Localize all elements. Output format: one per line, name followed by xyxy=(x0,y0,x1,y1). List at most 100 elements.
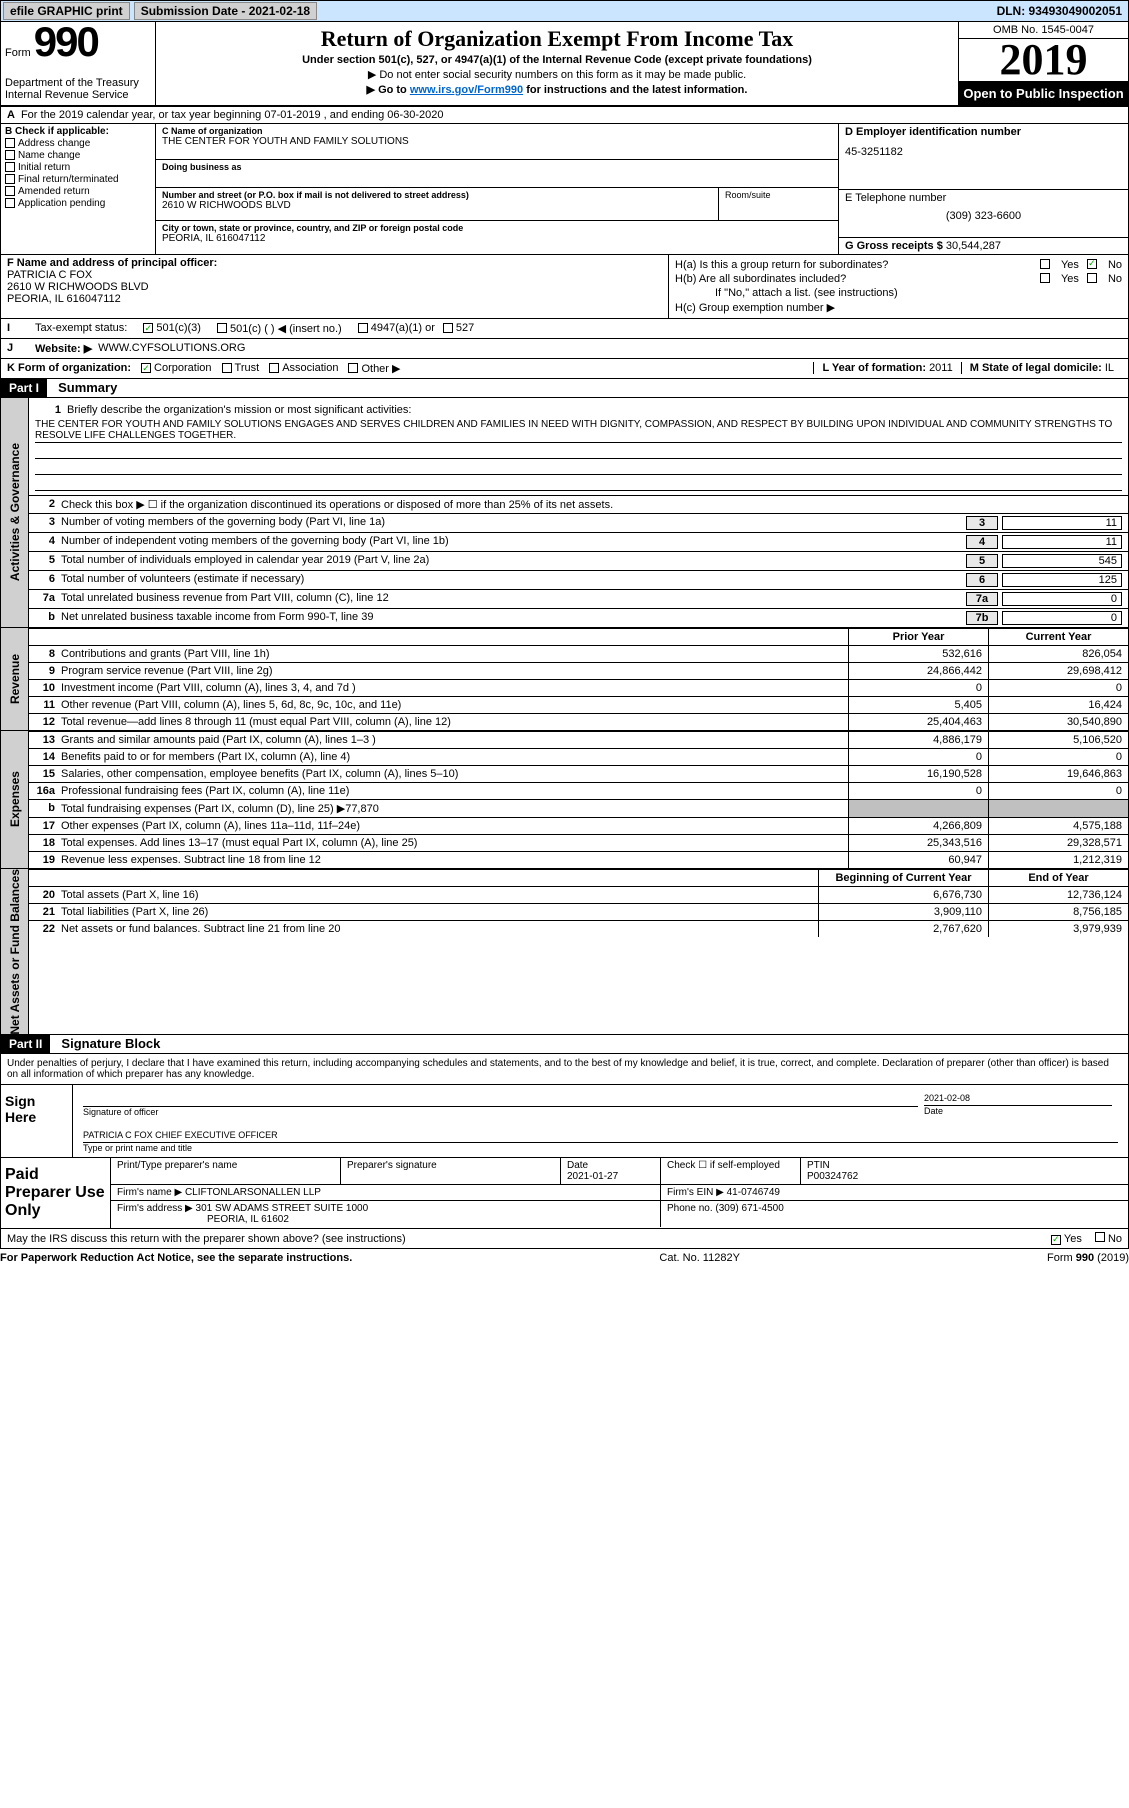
chk-address[interactable] xyxy=(5,138,15,148)
fin-row: 9Program service revenue (Part VIII, lin… xyxy=(29,662,1128,679)
fin-text: Grants and similar amounts paid (Part IX… xyxy=(61,734,376,746)
fin-text: Revenue less expenses. Subtract line 18 … xyxy=(61,854,321,866)
goto-pre: ▶ Go to xyxy=(367,84,410,96)
hb-yes[interactable] xyxy=(1040,273,1050,283)
firm-addr1: 301 SW ADAMS STREET SUITE 1000 xyxy=(196,1203,369,1214)
sign-here-label: Sign Here xyxy=(1,1085,73,1157)
fin-py: 0 xyxy=(848,680,988,696)
side-governance-text: Activities & Governance xyxy=(8,443,22,581)
gov-row: 7a Total unrelated business revenue from… xyxy=(29,589,1128,608)
box-i: I Tax-exempt status: 501(c)(3) 501(c) ( … xyxy=(0,319,1129,339)
fin-row: 22Net assets or fund balances. Subtract … xyxy=(29,920,1128,937)
fin-cy: 29,698,412 xyxy=(988,663,1128,679)
fin-cy: 0 xyxy=(988,749,1128,765)
firm-name-label: Firm's name ▶ xyxy=(117,1187,182,1198)
lbl-527: 527 xyxy=(456,322,474,334)
gov-text: Net unrelated business taxable income fr… xyxy=(61,611,962,623)
ha-yes-lbl: Yes xyxy=(1061,259,1079,271)
discuss-yes[interactable] xyxy=(1051,1235,1061,1245)
fin-num: 20 xyxy=(35,889,61,901)
form-number: 990 xyxy=(34,18,98,65)
efile-label: efile GRAPHIC print xyxy=(10,4,123,18)
fin-cy: 19,646,863 xyxy=(988,766,1128,782)
ha-yes[interactable] xyxy=(1040,259,1050,269)
l-label: L Year of formation: xyxy=(822,362,926,374)
fin-py: 4,886,179 xyxy=(848,732,988,748)
chk-amended[interactable] xyxy=(5,186,15,196)
chk-other[interactable] xyxy=(348,363,358,373)
chk-trust[interactable] xyxy=(222,363,232,373)
fin-py: 0 xyxy=(848,749,988,765)
room-label: Room/suite xyxy=(718,188,838,220)
fin-text: Benefits paid to or for members (Part IX… xyxy=(61,751,350,763)
gov-box: 3 xyxy=(966,516,998,530)
lbl-other: Other ▶ xyxy=(361,362,400,375)
lbl-initial: Initial return xyxy=(18,162,70,173)
gov-text: Total unrelated business revenue from Pa… xyxy=(61,592,962,604)
ha-no[interactable] xyxy=(1087,259,1097,269)
hb-no[interactable] xyxy=(1087,273,1097,283)
prep-check-label: Check ☐ if self-employed xyxy=(667,1160,794,1171)
fin-py: 532,616 xyxy=(848,646,988,662)
fin-num: b xyxy=(35,802,61,815)
fin-num: 16a xyxy=(35,785,61,797)
gov-num: 3 xyxy=(35,516,61,528)
gov-num: 5 xyxy=(35,554,61,566)
fin-py xyxy=(848,800,988,817)
gov-num: 4 xyxy=(35,535,61,547)
header-left: Form 990 Department of the Treasury Inte… xyxy=(1,22,156,105)
fin-py: 5,405 xyxy=(848,697,988,713)
main-title: Return of Organization Exempt From Incom… xyxy=(162,26,952,52)
gov-num: 6 xyxy=(35,573,61,585)
fin-cy: 29,328,571 xyxy=(988,835,1128,851)
fin-cy: 8,756,185 xyxy=(988,904,1128,920)
mission-text: THE CENTER FOR YOUTH AND FAMILY SOLUTION… xyxy=(35,418,1122,443)
firm-ein-label: Firm's EIN ▶ xyxy=(667,1187,724,1198)
fin-cy: 16,424 xyxy=(988,697,1128,713)
chk-501c[interactable] xyxy=(217,323,227,333)
chk-501c3[interactable] xyxy=(143,323,153,333)
fin-row: 18Total expenses. Add lines 13–17 (must … xyxy=(29,834,1128,851)
fin-num: 10 xyxy=(35,682,61,694)
chk-assoc[interactable] xyxy=(269,363,279,373)
hdr-end-year: End of Year xyxy=(988,870,1128,886)
dba-label: Doing business as xyxy=(162,162,832,172)
m-label: M State of legal domicile: xyxy=(970,362,1102,374)
discuss-no[interactable] xyxy=(1095,1232,1105,1242)
lbl-501c: 501(c) ( ) ◀ (insert no.) xyxy=(230,322,342,335)
chk-application[interactable] xyxy=(5,198,15,208)
gov-val: 0 xyxy=(1002,611,1122,625)
part1-title: Summary xyxy=(50,380,117,395)
chk-name[interactable] xyxy=(5,150,15,160)
form990-link[interactable]: www.irs.gov/Form990 xyxy=(410,84,523,96)
gov-val: 0 xyxy=(1002,592,1122,606)
chk-initial[interactable] xyxy=(5,162,15,172)
mission-q: Briefly describe the organization's miss… xyxy=(67,404,1116,416)
k-label: K Form of organization: xyxy=(7,362,131,374)
form-ref: Form 990 (2019) xyxy=(1047,1252,1129,1264)
tel-label: E Telephone number xyxy=(845,192,1122,204)
header-middle: Return of Organization Exempt From Incom… xyxy=(156,22,958,105)
subtitle-3: ▶ Go to www.irs.gov/Form990 for instruct… xyxy=(162,83,952,96)
fin-num: 15 xyxy=(35,768,61,780)
lbl-name: Name change xyxy=(18,150,80,161)
org-name: THE CENTER FOR YOUTH AND FAMILY SOLUTION… xyxy=(162,136,832,147)
fin-text: Other revenue (Part VIII, column (A), li… xyxy=(61,699,401,711)
sig-name: PATRICIA C FOX CHIEF EXECUTIVE OFFICER xyxy=(83,1128,1118,1143)
net-assets-section: Net Assets or Fund Balances Beginning of… xyxy=(0,869,1129,1036)
chk-527[interactable] xyxy=(443,323,453,333)
a-label: A xyxy=(7,109,15,121)
fin-text: Total assets (Part X, line 16) xyxy=(61,889,199,901)
mission-blank3 xyxy=(35,475,1122,491)
gov-num: 2 xyxy=(35,498,61,510)
submission-button[interactable]: Submission Date - 2021-02-18 xyxy=(134,2,317,20)
fin-cy: 1,212,319 xyxy=(988,852,1128,868)
fin-num: 9 xyxy=(35,665,61,677)
chk-4947[interactable] xyxy=(358,323,368,333)
officer-label: F Name and address of principal officer: xyxy=(7,257,662,269)
fin-row: 11Other revenue (Part VIII, column (A), … xyxy=(29,696,1128,713)
chk-corp[interactable] xyxy=(141,363,151,373)
ptin-label: PTIN xyxy=(807,1160,1122,1171)
fin-num: 19 xyxy=(35,854,61,866)
chk-final[interactable] xyxy=(5,174,15,184)
